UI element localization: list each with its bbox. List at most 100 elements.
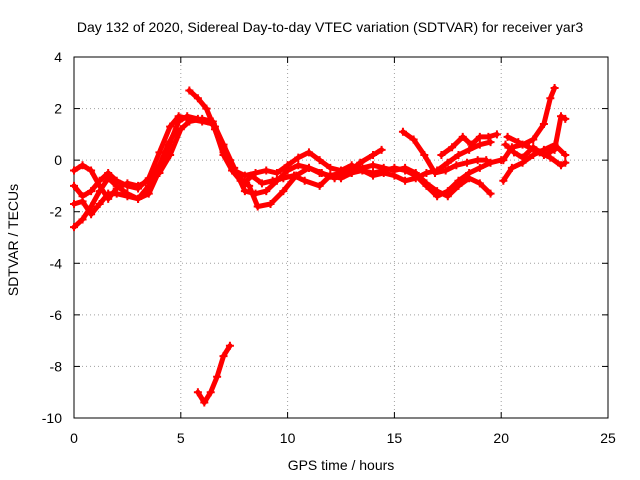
data-point bbox=[401, 163, 410, 172]
data-point bbox=[503, 132, 512, 141]
data-point bbox=[475, 132, 484, 141]
data-point bbox=[304, 163, 313, 172]
data-point bbox=[430, 169, 439, 178]
data-point bbox=[390, 166, 399, 175]
data-point bbox=[507, 163, 516, 172]
data-point bbox=[104, 189, 113, 198]
data-point bbox=[369, 161, 378, 170]
y-tick-label: 2 bbox=[54, 101, 62, 117]
data-point bbox=[95, 181, 104, 190]
data-point bbox=[292, 171, 301, 180]
data-point bbox=[529, 150, 538, 159]
data-point bbox=[473, 156, 482, 165]
data-point bbox=[163, 140, 172, 149]
data-point bbox=[356, 158, 365, 167]
data-point bbox=[467, 140, 476, 149]
data-point bbox=[422, 169, 431, 178]
data-point bbox=[240, 187, 249, 196]
chart-title: Day 132 of 2020, Sidereal Day-to-day VTE… bbox=[77, 19, 583, 35]
data-point bbox=[155, 161, 164, 170]
data-point bbox=[443, 158, 452, 167]
data-point bbox=[422, 179, 431, 188]
data-point bbox=[134, 194, 143, 203]
data-point bbox=[358, 163, 367, 172]
data-point bbox=[253, 202, 262, 211]
y-tick-label: 0 bbox=[54, 152, 62, 168]
plot-frame bbox=[73, 56, 609, 419]
data-point bbox=[185, 117, 194, 126]
y-tick-label: -6 bbox=[50, 307, 63, 323]
data-point bbox=[465, 145, 474, 154]
data-point bbox=[251, 169, 260, 178]
data-point bbox=[70, 166, 78, 175]
data-point bbox=[411, 169, 420, 178]
data-point bbox=[454, 181, 463, 190]
data-point bbox=[550, 145, 559, 154]
data-point bbox=[225, 341, 234, 350]
data-point bbox=[330, 174, 339, 183]
data-point bbox=[482, 156, 491, 165]
data-point bbox=[193, 388, 202, 397]
data-point bbox=[134, 181, 143, 190]
data-point bbox=[514, 138, 523, 147]
data-point bbox=[95, 199, 104, 208]
data-point bbox=[535, 148, 544, 157]
data-point bbox=[123, 192, 132, 201]
data-point bbox=[266, 199, 275, 208]
data-point bbox=[219, 352, 228, 361]
data-point bbox=[486, 138, 495, 147]
y-tick-label: -8 bbox=[50, 358, 63, 374]
data-series bbox=[70, 83, 570, 407]
data-point bbox=[492, 130, 501, 139]
data-point bbox=[283, 166, 292, 175]
series-trace-4 bbox=[71, 126, 179, 217]
data-point bbox=[454, 150, 463, 159]
x-tick-label: 0 bbox=[70, 430, 78, 446]
data-point bbox=[279, 187, 288, 196]
data-point bbox=[486, 158, 495, 167]
data-point bbox=[369, 171, 378, 180]
data-point bbox=[272, 169, 281, 178]
data-point bbox=[262, 187, 271, 196]
data-point bbox=[475, 179, 484, 188]
data-point bbox=[104, 169, 113, 178]
data-point bbox=[272, 176, 281, 185]
data-point bbox=[546, 94, 555, 103]
data-point bbox=[326, 163, 335, 172]
data-point bbox=[257, 179, 266, 188]
data-point bbox=[437, 150, 446, 159]
data-point bbox=[166, 122, 175, 131]
data-point bbox=[486, 189, 495, 198]
data-point bbox=[539, 120, 548, 129]
data-point bbox=[499, 176, 508, 185]
data-point bbox=[70, 181, 78, 190]
data-point bbox=[317, 169, 326, 178]
data-point bbox=[78, 215, 87, 224]
data-point bbox=[144, 189, 153, 198]
data-point bbox=[343, 169, 352, 178]
series-trace-5 bbox=[186, 88, 385, 210]
data-point bbox=[174, 112, 183, 121]
data-point bbox=[172, 125, 181, 134]
data-point bbox=[561, 158, 570, 167]
data-point bbox=[499, 156, 508, 165]
data-point bbox=[198, 114, 207, 123]
data-point bbox=[87, 210, 96, 219]
data-point bbox=[219, 150, 228, 159]
data-point bbox=[78, 197, 87, 206]
data-point bbox=[409, 135, 418, 144]
y-tick-label: -2 bbox=[50, 204, 63, 220]
data-point bbox=[166, 150, 175, 159]
axis-ticks: 0 5 10 15 20 25 -10 -8 -6 -4 -2 0 2 4 bbox=[42, 49, 616, 446]
data-point bbox=[240, 171, 249, 180]
data-point bbox=[524, 143, 533, 152]
data-point bbox=[518, 153, 527, 162]
data-point bbox=[262, 166, 271, 175]
data-point bbox=[228, 166, 237, 175]
data-point bbox=[210, 125, 219, 134]
data-point bbox=[294, 153, 303, 162]
series-trace-12 bbox=[195, 343, 233, 405]
y-tick-label: -4 bbox=[50, 255, 63, 271]
data-point bbox=[401, 176, 410, 185]
